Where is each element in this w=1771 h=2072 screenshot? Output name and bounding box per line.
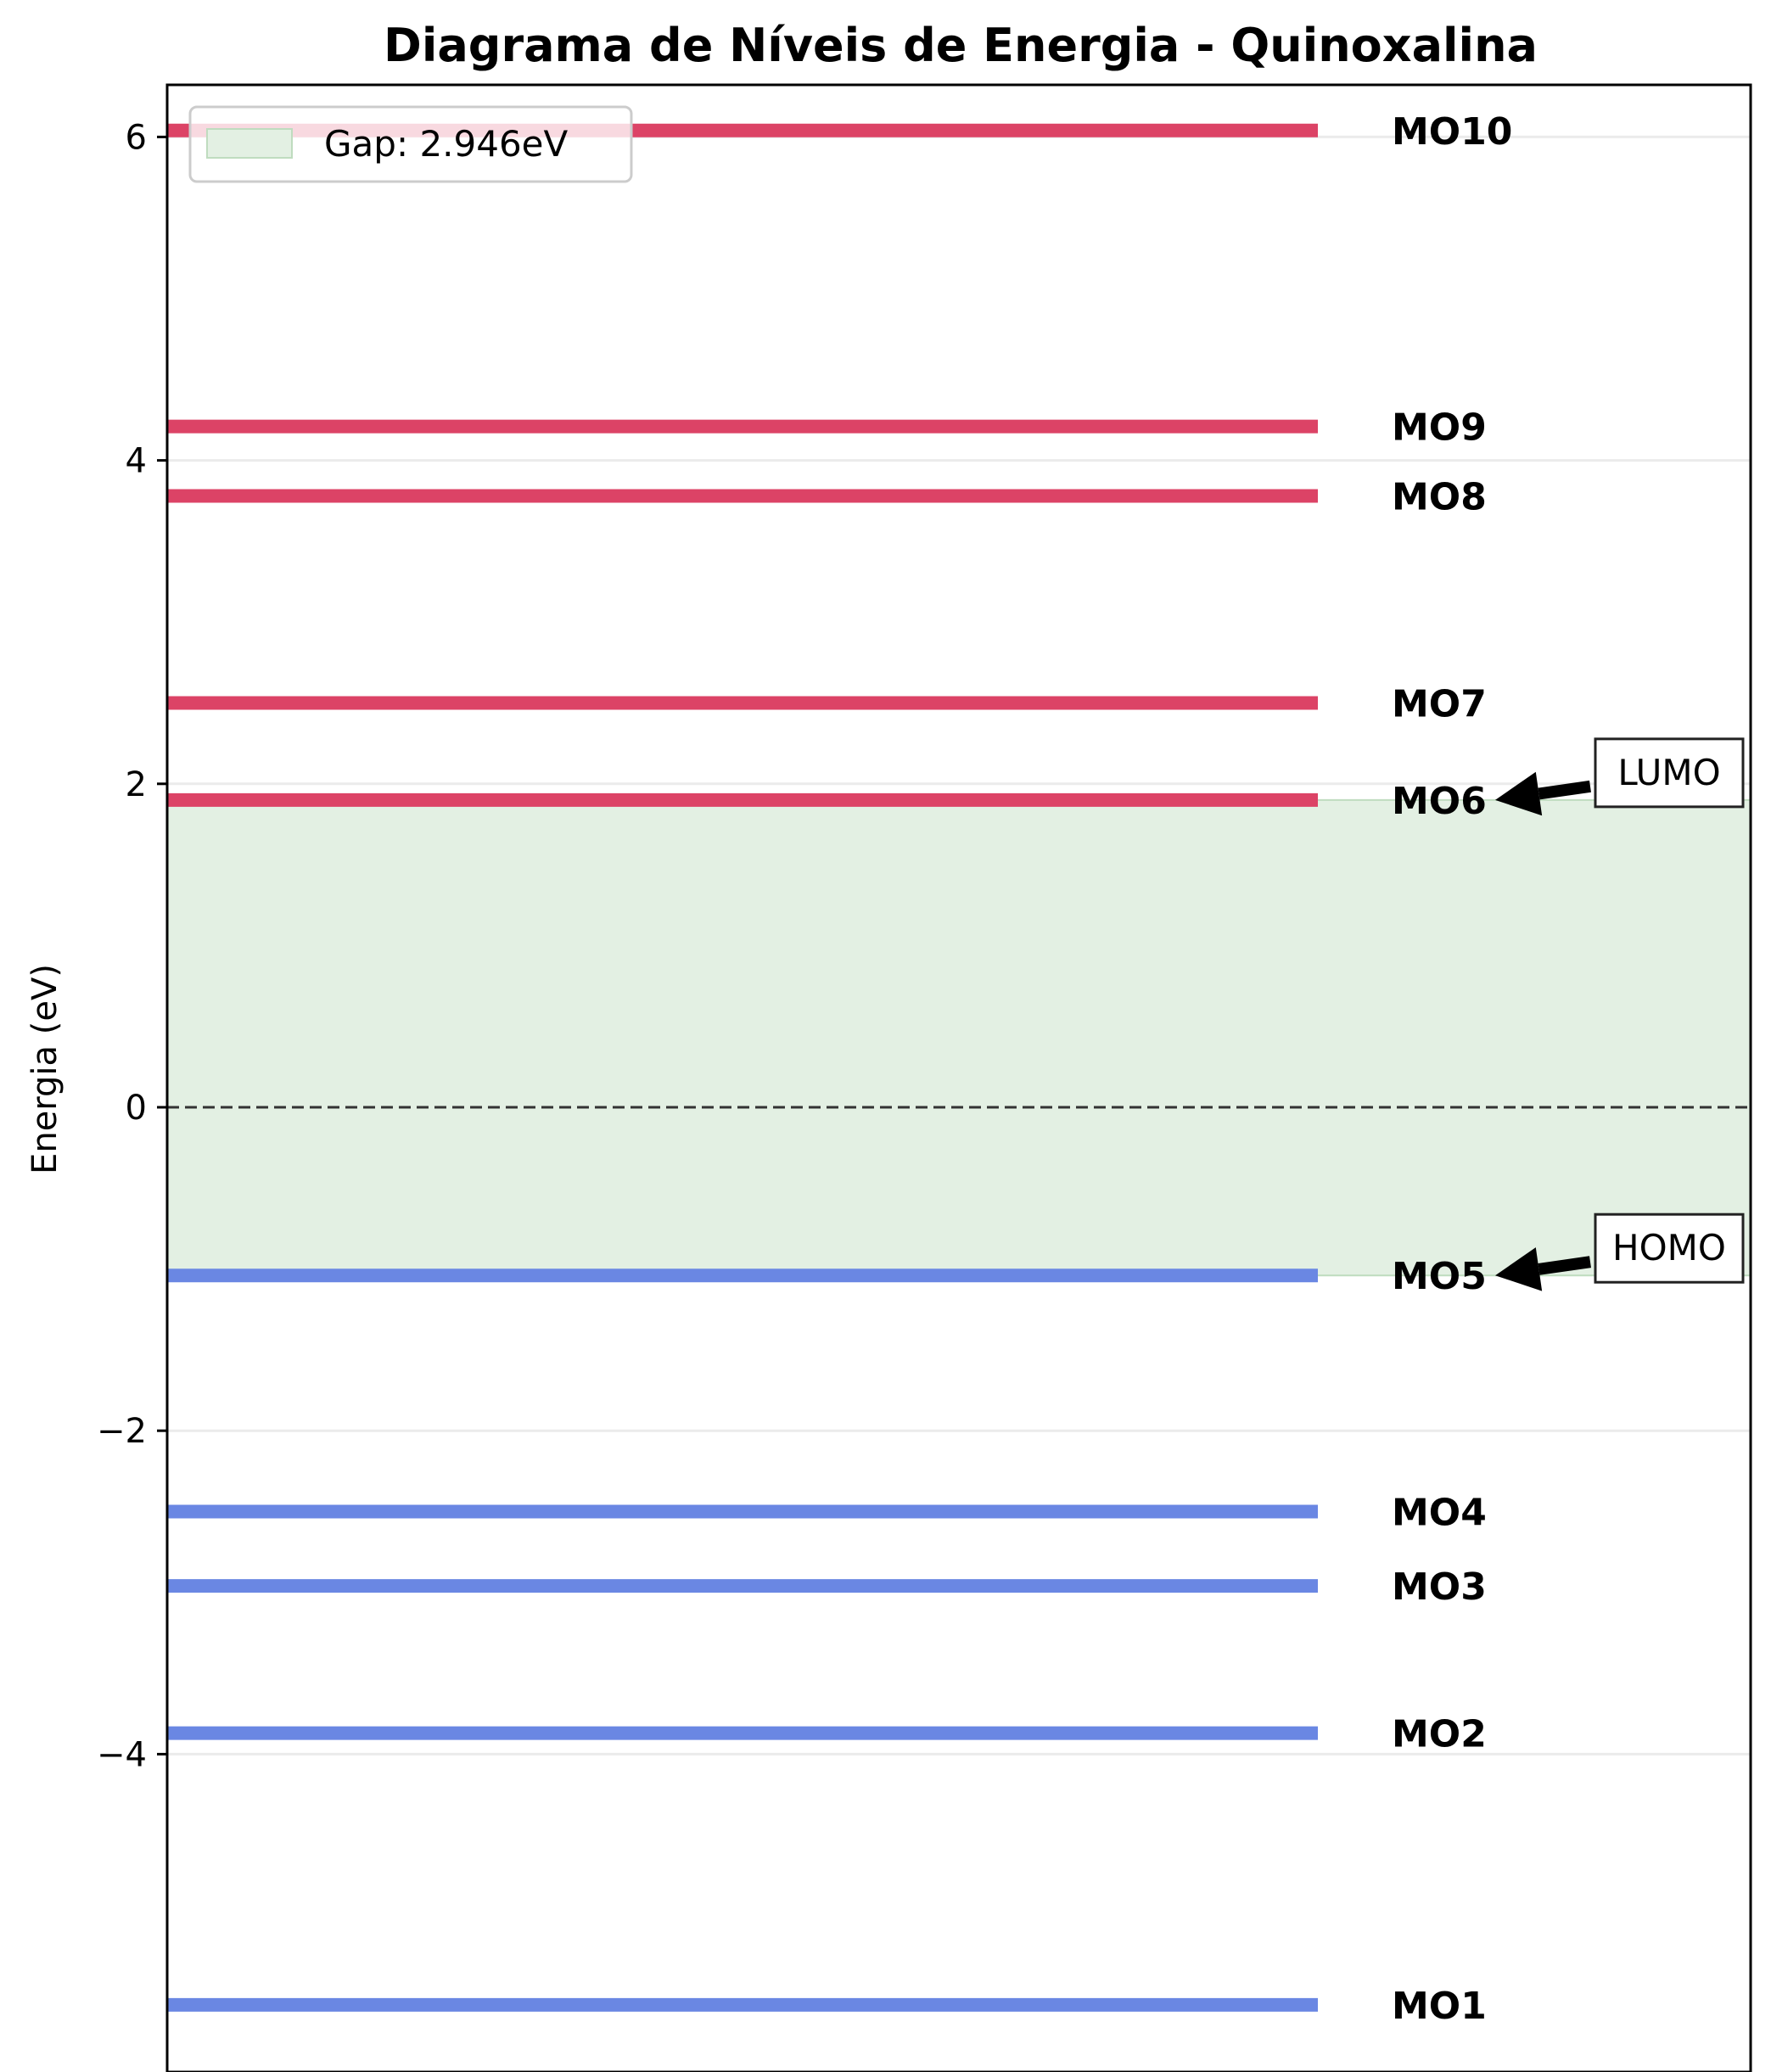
y-tick-label: 2 <box>126 765 147 804</box>
chart-title: Diagrama de Níveis de Energia - Quinoxal… <box>384 19 1538 72</box>
legend-entry-gap: Gap: 2.946eV <box>324 123 569 165</box>
lumo-arrow-shaft <box>1538 780 1591 800</box>
labels-layer: MO1 MO2 MO3 MO4 MO5 MO6 MO7 MO8 MO9 MO10 <box>1392 110 1512 2028</box>
legend-swatch <box>206 128 293 159</box>
level-label-mo5: MO5 <box>1392 1255 1487 1298</box>
level-label-mo7: MO7 <box>1392 683 1487 726</box>
y-tick-label: 6 <box>126 118 147 157</box>
level-label-mo4: MO4 <box>1392 1492 1487 1535</box>
levels-layer <box>167 123 1318 2012</box>
homo-label-box <box>1594 1212 1745 1284</box>
level-label-mo6: MO6 <box>1392 780 1487 823</box>
level-label-mo1: MO1 <box>1392 1985 1487 2028</box>
y-axis-label: Energia (eV) <box>25 964 64 1174</box>
homo-arrow-shaft <box>1538 1256 1591 1275</box>
level-label-mo2: MO2 <box>1392 1713 1487 1756</box>
gap-band <box>166 798 1751 1277</box>
axes-layer: 6 4 2 0 −2 −4 <box>97 83 1752 2072</box>
lumo-arrow-head <box>1495 771 1543 816</box>
homo-label: HOMO <box>1612 1227 1726 1268</box>
level-label-mo8: MO8 <box>1392 476 1487 519</box>
y-tick-label: −2 <box>97 1412 147 1451</box>
legend-box <box>188 105 633 183</box>
lumo-label: LUMO <box>1617 752 1720 793</box>
y-tick-label: 4 <box>126 442 147 481</box>
gap-layer <box>166 798 1751 1277</box>
level-label-mo9: MO9 <box>1392 406 1487 450</box>
lumo-label-box <box>1594 737 1745 809</box>
annotation-layer: LUMO HOMO <box>1495 737 1745 1291</box>
plot-frame <box>165 83 1752 2072</box>
level-label-mo3: MO3 <box>1392 1565 1487 1609</box>
y-tick-label: −4 <box>97 1735 147 1774</box>
y-tick-label: 0 <box>126 1089 147 1128</box>
legend: Gap: 2.946eV <box>188 105 633 183</box>
level-label-mo10: MO10 <box>1392 110 1512 154</box>
homo-arrow-head <box>1495 1247 1543 1291</box>
